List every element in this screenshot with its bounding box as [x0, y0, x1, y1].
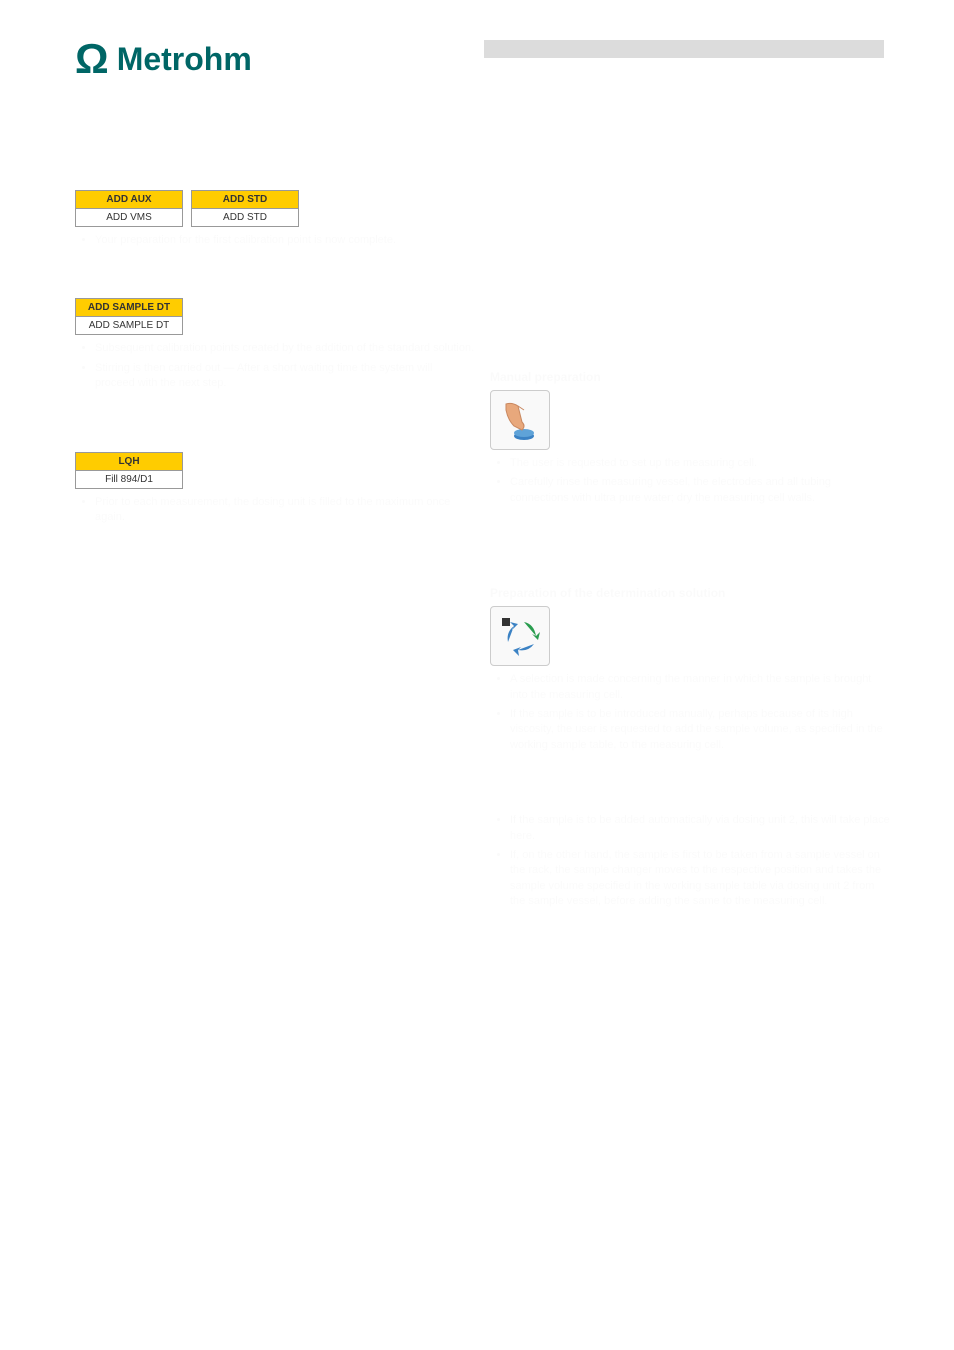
- section-manual-prep: Manual preparation The user is requested…: [490, 370, 890, 506]
- cycle-arrows-icon: [490, 606, 550, 666]
- add-sample-body: ADD SAMPLE DT: [76, 317, 182, 334]
- section-add-aux-std: ADD AUX ADD VMS ADD STD ADD STD Your pre…: [75, 190, 475, 248]
- lqh-header: LQH: [76, 453, 182, 471]
- add-std-body: ADD STD: [192, 209, 298, 226]
- add-sample-header: ADD SAMPLE DT: [76, 299, 182, 317]
- section-lqh: LQH Fill 894/D1 Prior to each measuremen…: [75, 452, 475, 526]
- determination-bullet-2: If the sample is to be introduced manual…: [510, 707, 890, 753]
- heading-determination: Preparation of the determination solutio…: [490, 586, 890, 600]
- add-aux-box: ADD AUX ADD VMS: [75, 190, 183, 227]
- section-add-sample: ADD SAMPLE DT ADD SAMPLE DT Subsequent c…: [75, 298, 475, 391]
- determination-bullet-1: A selection is made concerning the manne…: [510, 672, 890, 703]
- determination-bullet-4: If, on the other hand, the sample is fir…: [510, 848, 890, 910]
- manual-prep-bullet-1: The user is requested to set up the meas…: [510, 456, 890, 471]
- section2-bullet-2: Stirring is then carried out — After a s…: [95, 361, 475, 392]
- lqh-body: Fill 894/D1: [76, 471, 182, 488]
- section2-bullet-1: Subsequent calibration points created by…: [95, 341, 475, 356]
- logo-text: Metrohm: [117, 41, 252, 78]
- manual-prep-bullet-2: Carefully rinse the measuring vessel, th…: [510, 475, 890, 506]
- add-aux-body: ADD VMS: [76, 209, 182, 226]
- lqh-box: LQH Fill 894/D1: [75, 452, 183, 489]
- add-sample-box: ADD SAMPLE DT ADD SAMPLE DT: [75, 298, 183, 335]
- header-bar: [484, 40, 884, 58]
- logo: Ω Metrohm: [75, 35, 252, 83]
- section3-bullet: Prior to each measurement, the dosing un…: [95, 495, 475, 526]
- omega-icon: Ω: [75, 35, 109, 83]
- section-determination: Preparation of the determination solutio…: [490, 586, 890, 909]
- add-std-box: ADD STD ADD STD: [191, 190, 299, 227]
- add-aux-header: ADD AUX: [76, 191, 182, 209]
- section1-bullet: Your preparation for the first calibrati…: [95, 233, 475, 248]
- add-std-header: ADD STD: [192, 191, 298, 209]
- heading-manual-prep: Manual preparation: [490, 370, 890, 384]
- determination-bullet-3: If the sample is to be added automatical…: [510, 813, 890, 844]
- hand-press-icon: [490, 390, 550, 450]
